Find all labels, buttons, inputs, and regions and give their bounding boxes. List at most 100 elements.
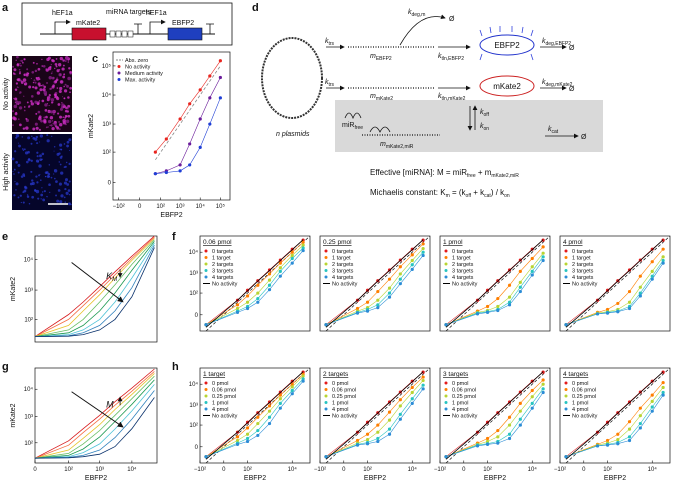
legend-label: No activity [572,414,598,420]
data-point [605,307,610,312]
legend-label: No activity [332,414,358,420]
data-point [421,253,425,258]
data-point [638,414,642,418]
annotation-sub: M [112,277,117,283]
data-point [267,272,272,276]
legend-marker [444,407,448,411]
svg-text:kcat: kcat [548,126,559,135]
data-point [301,374,305,378]
x-tick-label: 10² [363,467,372,473]
data-point [387,291,392,295]
data-point [365,442,370,446]
legend-marker [564,269,568,272]
series-line [35,236,155,337]
data-point [365,432,370,436]
svg-text:KM: KM [106,271,117,283]
data-point [518,280,522,284]
reference-line [325,236,430,331]
data-point [245,288,250,292]
rate-sub: tln,EBFP2 [442,56,465,62]
data-point [627,427,632,431]
series-line [445,379,544,457]
equation-sub: cat [484,193,491,199]
data-point [530,265,534,269]
equation-sub: free [467,173,476,179]
legend-marker [564,394,568,398]
data-point [496,435,500,439]
gene-label: mKate2 [76,20,100,27]
svg-text:M: M [106,399,114,409]
data-point [164,137,168,141]
x-tick-label: −10² [194,467,206,473]
data-point [541,378,545,382]
plasmid-label: n plasmids [276,131,310,138]
targets-label: miRNA targets [106,9,152,16]
data-point [324,323,328,327]
series-line [445,260,544,325]
data-point [530,269,534,273]
data-point [278,397,282,401]
plot-area [444,236,550,331]
series-line [35,239,155,337]
data-point [387,432,392,436]
data-point [661,255,665,259]
data-point [198,88,202,92]
x-tick-label: 0 [33,467,37,473]
data-point [650,409,654,413]
data-point [387,277,392,281]
data-point [541,382,545,386]
data-point [444,455,448,459]
plot-area [564,236,670,331]
data-point [650,393,654,397]
data-point [398,282,402,286]
legend-marker [204,381,208,385]
data-point [245,300,250,304]
legend-label: 2 targets [572,262,594,268]
data-point [290,261,294,265]
y-tick-label: 0 [108,180,112,186]
data-point [410,401,414,405]
data-point [627,438,632,443]
data-point [605,288,610,292]
y-tick-label: 10³ [189,403,198,409]
svg-text:mmKate2,miR: mmKate2,miR [380,141,414,150]
series-line [205,371,304,460]
data-point [496,308,500,313]
data-point [444,323,448,327]
data-point [301,377,305,381]
equation-part: + m [476,168,492,177]
series-line [445,371,544,460]
series-line [565,249,664,325]
legend-label: 0 targets [572,249,594,255]
data-point [638,291,642,295]
data-point [245,294,250,298]
data-point [421,242,425,246]
data-point [485,288,490,292]
rate-sub: off [484,112,490,118]
data-point [267,400,272,404]
equation-part: Effective [miRNA]: M = miR [370,168,467,177]
x-tick-label: −10² [434,467,446,473]
legend-marker [204,401,208,404]
legend-marker [564,381,568,385]
svg-text:kon: kon [480,123,489,132]
legend-label: 3 targets [452,269,474,275]
y-tick-label: 10⁴ [189,249,199,256]
data-point [496,304,500,309]
series-line [445,384,544,457]
legend-marker [564,275,568,279]
series-line [325,388,424,457]
legend-marker [324,262,328,266]
series-line [445,256,544,325]
legend-label: 1 pmol [212,401,229,407]
equation-part: ) / k [491,188,505,197]
svg-text:kdeg,m: kdeg,m [408,9,425,18]
x-tick-label: 0 [222,467,226,473]
data-point [256,421,260,426]
chart: −10² 0 10² 10⁴ 0 10² 10³ 10⁴ 1 target 0 pmol0.06 … [189,367,311,482]
data-point [278,274,282,278]
reference-line [565,368,670,463]
legend-label: Medium activity [125,71,163,77]
data-point [507,436,512,441]
